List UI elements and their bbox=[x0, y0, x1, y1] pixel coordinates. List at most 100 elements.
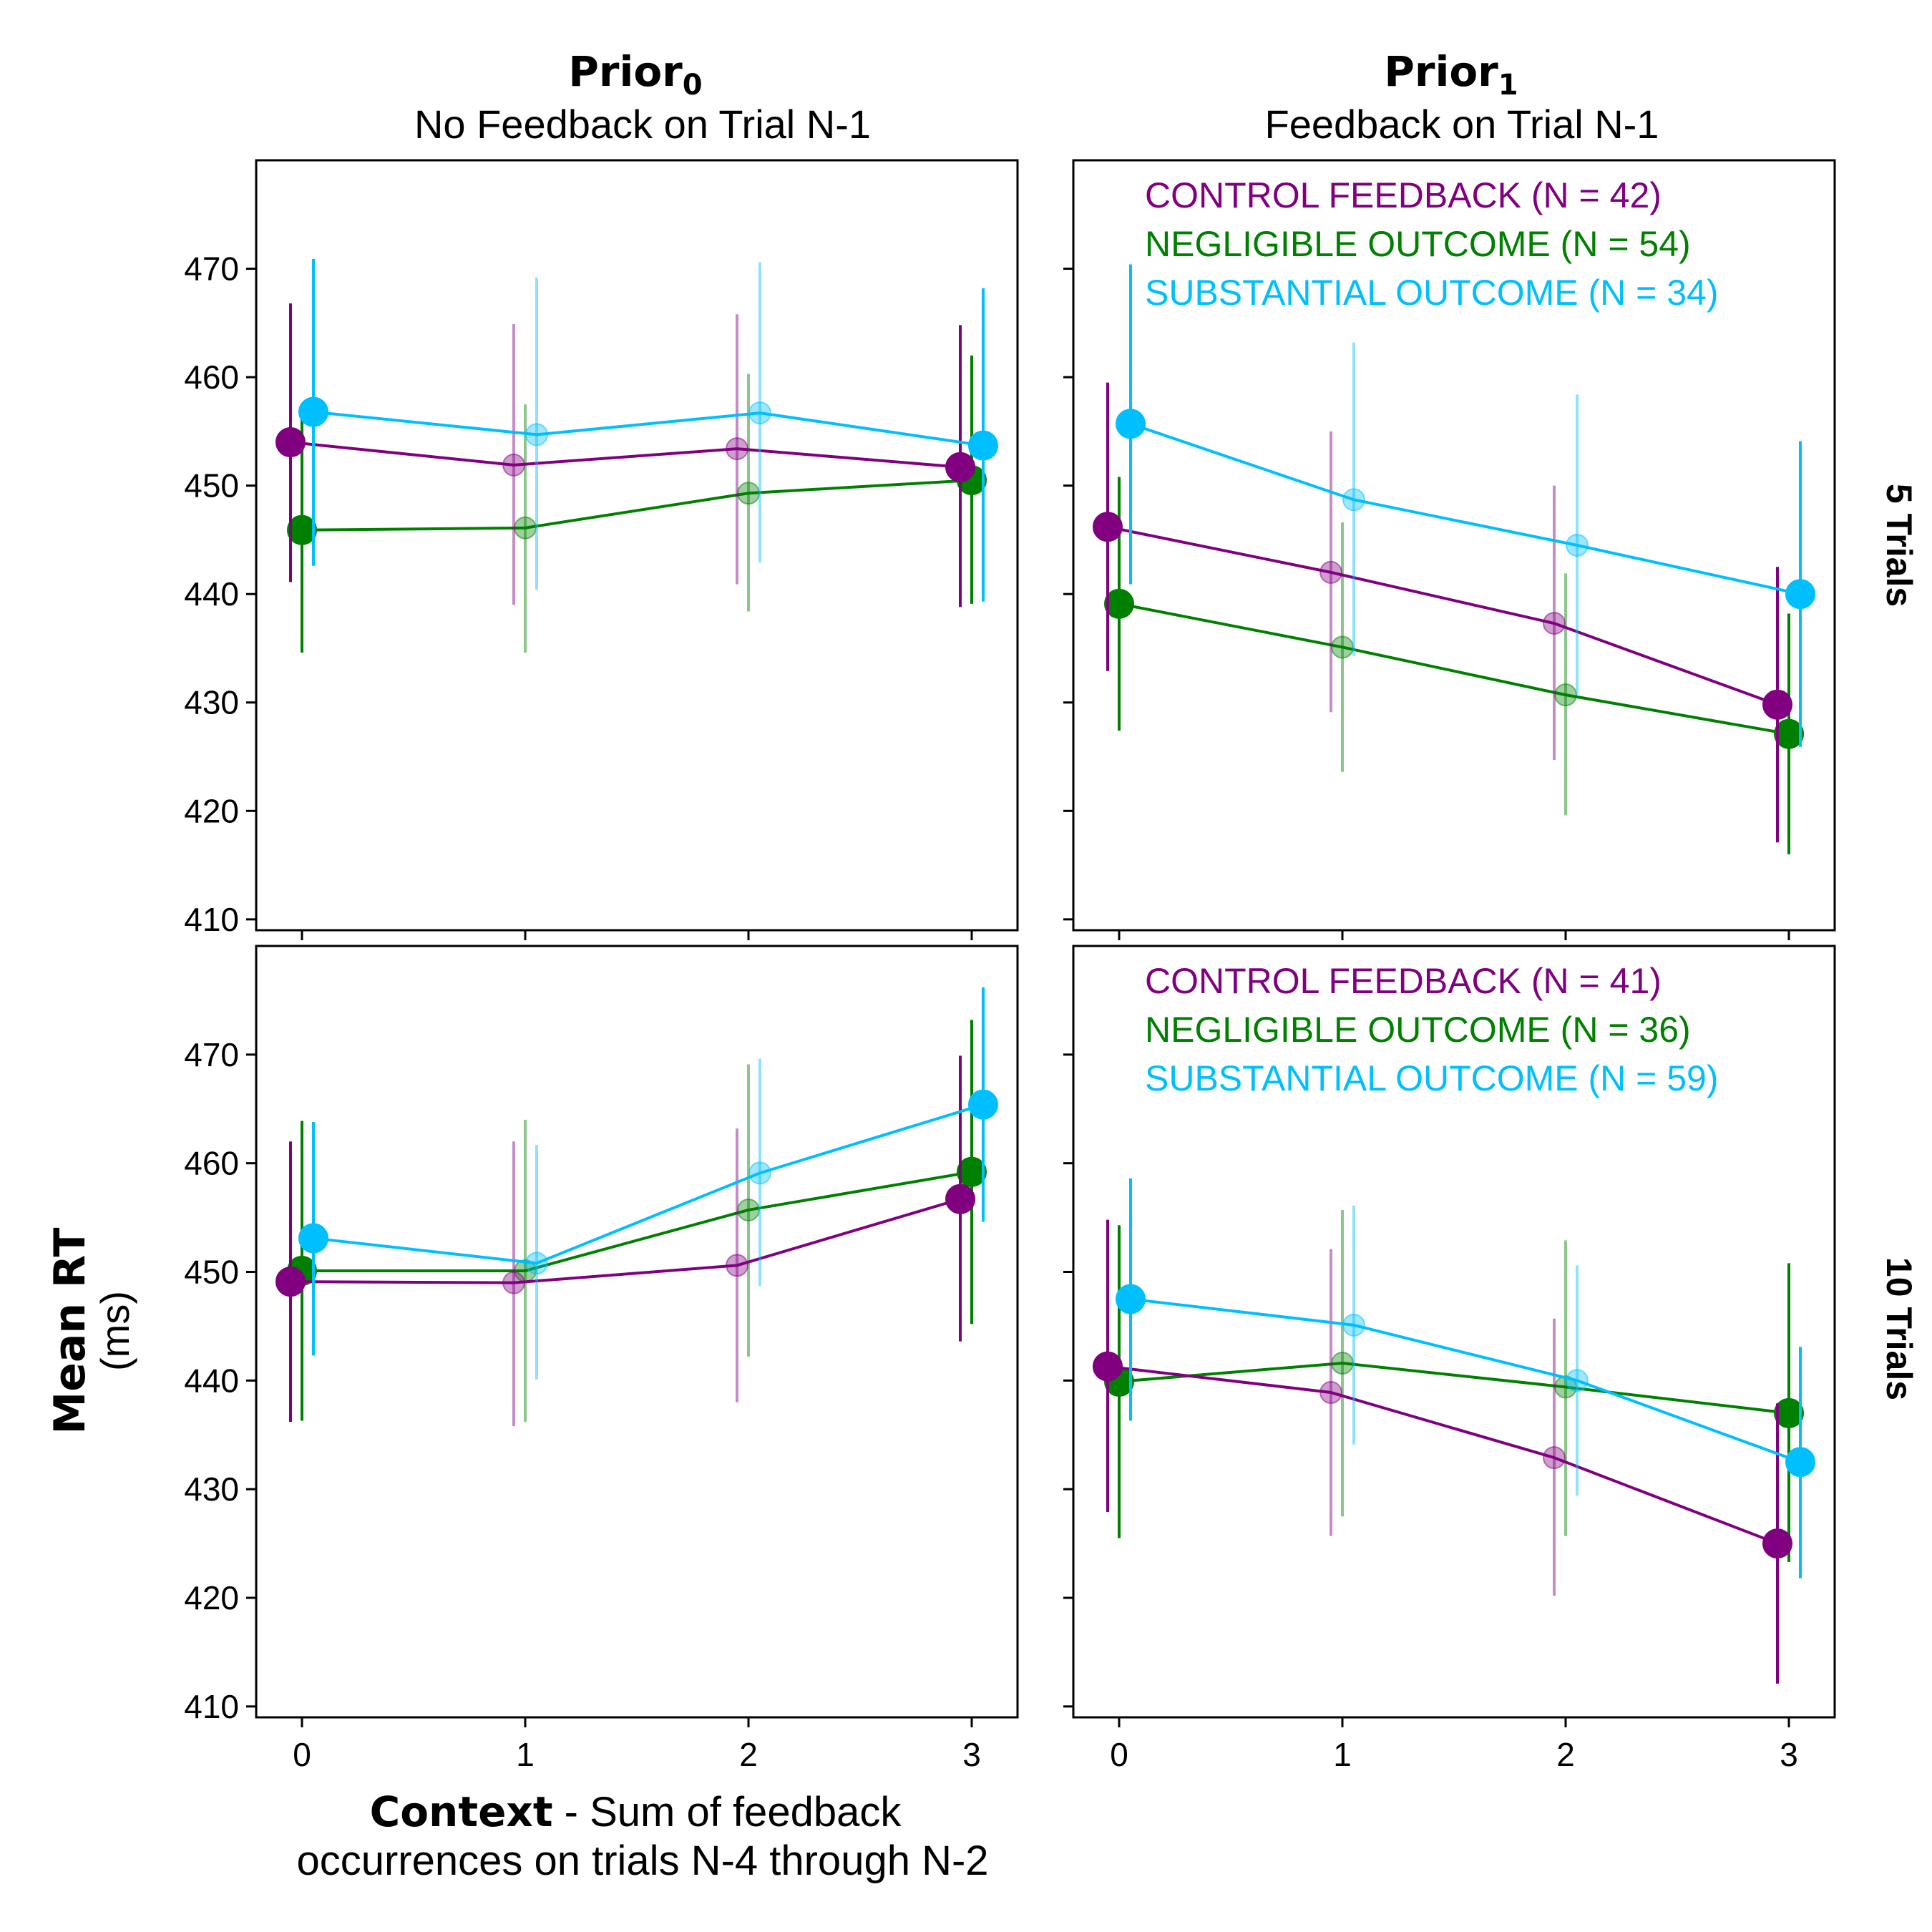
panel-prior1-10trials: 0 1 2 3 CONTROL FEEDBACK (N = 41) NEGLIGIBLE … bbox=[1063, 945, 1836, 1773]
y-tick-label: 450 bbox=[184, 1253, 239, 1290]
series-substantial bbox=[298, 987, 998, 1380]
panel-prior1-5trials: CONTROL FEEDBACK (N = 42) NEGLIGIBLE OUTC… bbox=[1063, 159, 1836, 940]
panel-prior0-10trials: 410 420 430 440 450 460 470 0 1 2 3 bbox=[184, 945, 1019, 1773]
series-negligible bbox=[287, 355, 987, 653]
data-point-substantial bbox=[968, 1089, 998, 1120]
data-point-control bbox=[1762, 689, 1792, 720]
data-point-negligible bbox=[1774, 718, 1804, 749]
data-point-control bbox=[275, 427, 306, 458]
series-negligible bbox=[1104, 1209, 1804, 1562]
series-negligible bbox=[1104, 477, 1804, 854]
y-tick-label: 460 bbox=[184, 358, 239, 396]
data-point-control bbox=[1093, 512, 1123, 542]
y-tick-label: 470 bbox=[184, 250, 239, 288]
series-substantial bbox=[1116, 1178, 1815, 1579]
data-point-substantial bbox=[298, 1223, 328, 1254]
data-point-substantial bbox=[298, 396, 328, 427]
data-point-substantial bbox=[1566, 534, 1589, 557]
data-point-negligible bbox=[1331, 1352, 1354, 1375]
data-point-control bbox=[1543, 612, 1566, 635]
panel-frame bbox=[255, 159, 1019, 932]
series-line-control bbox=[290, 441, 961, 469]
data-point-substantial bbox=[968, 430, 998, 461]
x-axis-title: Context - Sum of feedback bbox=[370, 1787, 902, 1836]
y-tick-label: 410 bbox=[184, 1688, 239, 1725]
data-point-control bbox=[502, 453, 525, 477]
series-control bbox=[1093, 382, 1792, 843]
panel-frame bbox=[1072, 159, 1836, 932]
panel-prior0-5trials: 410 420 430 440 450 460 470 bbox=[184, 159, 1019, 940]
legend-entry-control: CONTROL FEEDBACK (N = 42) bbox=[1145, 175, 1662, 215]
data-point-negligible bbox=[957, 1156, 987, 1187]
series-line-control bbox=[1107, 1365, 1778, 1545]
column-subtitle-prior0: No Feedback on Trial N-1 bbox=[414, 102, 871, 147]
data-point-control bbox=[726, 437, 748, 461]
series-control bbox=[275, 303, 975, 608]
data-point-control bbox=[502, 1271, 525, 1294]
data-point-negligible bbox=[1774, 1397, 1804, 1428]
data-point-negligible bbox=[1554, 683, 1577, 707]
data-point-negligible bbox=[287, 514, 317, 545]
data-point-substantial bbox=[1785, 579, 1815, 610]
column-title-prior1: Prior1 bbox=[1384, 47, 1518, 102]
data-point-control bbox=[945, 1184, 975, 1214]
column-subtitle-prior1: Feedback on Trial N-1 bbox=[1265, 102, 1659, 147]
series-line-negligible bbox=[302, 1170, 972, 1272]
series-line-substantial bbox=[1130, 1297, 1801, 1464]
data-point-substantial bbox=[525, 1252, 548, 1275]
data-point-control bbox=[945, 452, 975, 482]
y-tick-label: 430 bbox=[184, 1470, 239, 1508]
data-point-negligible bbox=[737, 1198, 760, 1221]
y-tick-label: 450 bbox=[184, 467, 239, 504]
data-point-negligible bbox=[1104, 588, 1134, 619]
series-line-substantial bbox=[313, 410, 984, 447]
data-point-substantial bbox=[1116, 1284, 1146, 1314]
y-tick-label: 470 bbox=[184, 1036, 239, 1073]
legend-entry-control: CONTROL FEEDBACK (N = 41) bbox=[1145, 961, 1662, 1001]
y-tick-label: 430 bbox=[184, 684, 239, 721]
series-substantial bbox=[1116, 264, 1815, 747]
data-point-control bbox=[726, 1254, 748, 1277]
data-point-control bbox=[1543, 1446, 1566, 1470]
y-tick-label: 440 bbox=[184, 575, 239, 613]
column-title-prior0: Prior0 bbox=[568, 47, 702, 102]
x-axis-title-line2: occurrences on trials N-4 through N-2 bbox=[296, 1838, 988, 1884]
y-tick-label: 410 bbox=[184, 901, 239, 938]
y-tick-label: 420 bbox=[184, 792, 239, 829]
data-point-substantial bbox=[1342, 1313, 1365, 1337]
series-line-control bbox=[290, 1197, 961, 1284]
data-point-substantial bbox=[525, 423, 548, 447]
series-control bbox=[275, 1055, 975, 1427]
series-substantial bbox=[298, 258, 998, 602]
series-line-negligible bbox=[301, 479, 972, 532]
x-tick-label: 2 bbox=[739, 1736, 758, 1773]
data-point-control bbox=[1093, 1351, 1123, 1382]
series-line-negligible bbox=[1118, 1362, 1790, 1415]
series-control bbox=[1093, 1219, 1792, 1684]
row-label-10-trials: 10 Trials bbox=[1879, 1257, 1919, 1400]
y-tick-label: 440 bbox=[184, 1362, 239, 1399]
x-tick-label: 0 bbox=[293, 1736, 311, 1773]
legend-entry-substantial: SUBSTANTIAL OUTCOME (N = 34) bbox=[1145, 273, 1719, 313]
y-tick-label: 420 bbox=[184, 1579, 239, 1616]
legend-entry-negligible: NEGLIGIBLE OUTCOME (N = 36) bbox=[1145, 1010, 1691, 1050]
y-axis-label: Mean RT (ms) bbox=[45, 1227, 137, 1434]
legend-entry-substantial: SUBSTANTIAL OUTCOME (N = 59) bbox=[1145, 1058, 1719, 1098]
data-point-substantial bbox=[748, 401, 771, 425]
x-tick-label: 3 bbox=[962, 1736, 981, 1773]
legend-entry-negligible: NEGLIGIBLE OUTCOME (N = 54) bbox=[1145, 224, 1691, 264]
x-tick-label: 2 bbox=[1556, 1736, 1575, 1773]
data-point-control bbox=[1762, 1528, 1792, 1559]
data-point-control bbox=[1319, 560, 1342, 584]
data-point-substantial bbox=[1116, 409, 1146, 439]
data-point-substantial bbox=[748, 1161, 771, 1185]
row-label-5-trials: 5 Trials bbox=[1879, 484, 1919, 607]
series-line-substantial bbox=[313, 1103, 984, 1265]
data-point-negligible bbox=[737, 482, 760, 505]
y-axis-unit: (ms) bbox=[92, 1291, 137, 1371]
x-tick-label: 1 bbox=[1333, 1736, 1352, 1773]
x-tick-label: 0 bbox=[1110, 1736, 1128, 1773]
series-negligible bbox=[287, 1020, 987, 1423]
x-tick-label: 1 bbox=[516, 1736, 535, 1773]
